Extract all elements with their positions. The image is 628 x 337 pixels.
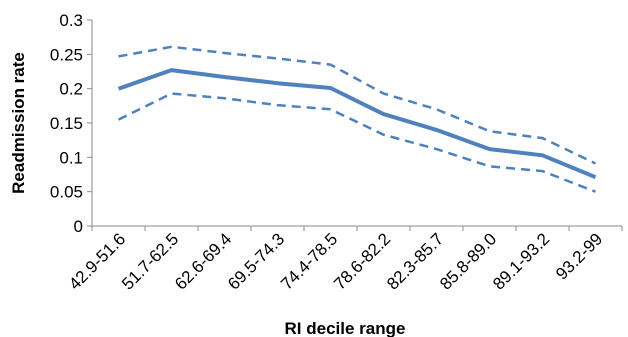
y-tick-label: 0	[74, 217, 83, 236]
x-tick-label: 85.8-89.0	[436, 229, 500, 293]
y-tick-label: 0.15	[50, 114, 83, 133]
lower-bound-line	[117, 92, 596, 193]
x-axis-label: RI decile range	[285, 319, 406, 337]
x-tick-label: 74.4-78.5	[277, 229, 341, 293]
upper-bound-line	[118, 45, 597, 165]
x-tick-label: 82.3-85.7	[383, 229, 447, 293]
readmission-rate-line	[117, 68, 597, 180]
x-tick-label: 51.7-62.5	[118, 229, 182, 293]
y-axis-label: Readmission rate	[9, 52, 28, 194]
x-axis-ticks: 42.9-51.651.7-62.562.6-69.469.5-74.374.4…	[65, 226, 623, 294]
series-layer	[117, 45, 597, 193]
x-tick-label: 42.9-51.6	[65, 229, 129, 293]
y-tick-label: 0.05	[50, 183, 83, 202]
y-tick-label: 0.3	[59, 11, 83, 30]
x-tick-label: 78.6-82.2	[330, 229, 394, 293]
y-axis-ticks: 0 0.05 0.1 0.15 0.2 0.25 0.3	[50, 11, 92, 236]
x-tick-label: 89.1-93.2	[489, 229, 553, 293]
x-tick-label: 62.6-69.4	[171, 229, 235, 293]
y-tick-label: 0.25	[50, 45, 83, 64]
y-tick-label: 0.2	[59, 80, 83, 99]
y-tick-label: 0.1	[59, 148, 83, 167]
x-tick-label: 93.2-99	[552, 229, 606, 283]
x-tick-label: 69.5-74.3	[224, 229, 288, 293]
